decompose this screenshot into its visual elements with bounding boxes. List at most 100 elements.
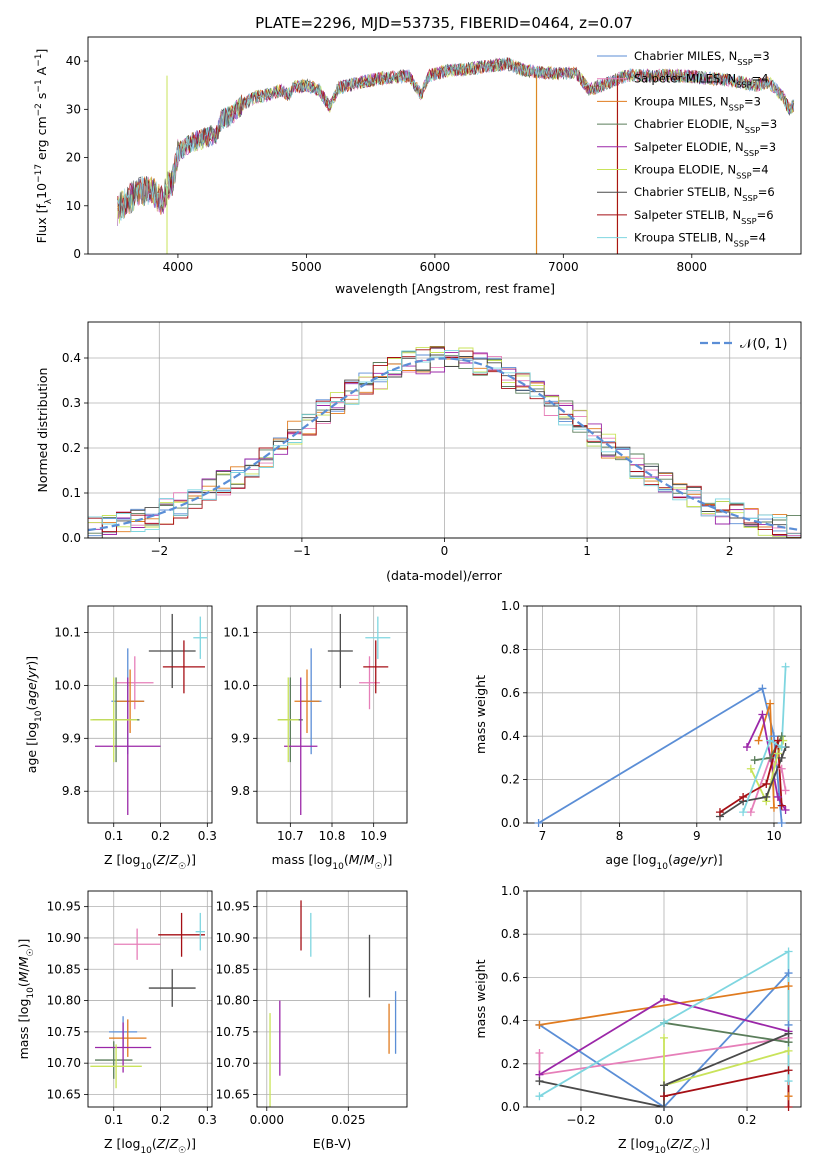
y-tick-label: 10.1 xyxy=(223,625,250,639)
y-tick-label: 0.8 xyxy=(501,642,520,656)
legend-entry: Kroupa ELODIE, NSSP=4 xyxy=(634,163,769,181)
weight-marker xyxy=(777,732,786,741)
y-axis-label: mass [log10(M/M☉)] xyxy=(16,939,36,1060)
y-tick-label: 0.8 xyxy=(501,927,520,941)
weight-marker xyxy=(784,1092,793,1101)
x-tick-label: 0.025 xyxy=(331,1113,365,1127)
panel-spectrum: 4000 5000 6000 7000 8000 0 10 20 30 40 wavelength … xyxy=(34,36,802,296)
weight-marker xyxy=(758,684,767,693)
weight-marker xyxy=(766,736,775,745)
x-tick-label: 0.000 xyxy=(250,1113,284,1127)
y-tick-label: 10.70 xyxy=(216,1056,250,1070)
y-tick-label: 10.70 xyxy=(47,1056,81,1070)
x-axis-label: mass [log10(M/M☉)] xyxy=(272,852,393,872)
x-tick-label: 1 xyxy=(583,544,591,558)
y-tick-label: 0.2 xyxy=(501,1057,520,1071)
panel-mass-weight-vs-age: 7 8 9 10 0.0 0.2 0.4 0.6 0.8 1.0 age [log10(age/yr… xyxy=(473,599,802,872)
y-tick-label: 10.85 xyxy=(47,962,81,976)
y-tick-label: 9.9 xyxy=(231,731,250,745)
weight-marker xyxy=(535,1077,544,1086)
y-axis-label: Flux [fλ10−17 erg cm−2 s−1 A−1] xyxy=(34,49,54,244)
y-tick-label: 30 xyxy=(66,102,81,116)
legend-entry: Chabrier ELODIE, NSSP=3 xyxy=(634,117,777,135)
y-tick-label: 40 xyxy=(66,54,81,68)
weight-marker xyxy=(750,756,759,765)
x-tick-label: 7 xyxy=(539,829,547,843)
weight-marker xyxy=(739,792,748,801)
axes-frame xyxy=(87,36,802,255)
y-tick-label: 0.2 xyxy=(62,441,81,455)
weight-marker xyxy=(762,779,771,788)
panel-age-vs-Z: 0.1 0.2 0.3 9.8 9.9 10.0 10.1 Z [log10(Z/Z☉)] ag… xyxy=(24,605,217,872)
y-tick-label: 10.1 xyxy=(54,625,81,639)
panel-mass-vs-ebv: 0.000 0.025 10.65 10.70 10.75 10.80 10.85 10.90… xyxy=(216,890,408,1151)
y-tick-label: 10.80 xyxy=(47,994,81,1008)
y-tick-label: 10.95 xyxy=(216,900,250,914)
legend-entry: 𝒩(0, 1) xyxy=(740,337,787,352)
weight-marker xyxy=(773,736,782,745)
weight-marker xyxy=(535,1020,544,1029)
weight-marker xyxy=(769,803,778,812)
weight-marker xyxy=(766,699,775,708)
x-tick-label: 0 xyxy=(441,544,449,558)
x-tick-label: 0.2 xyxy=(151,829,170,843)
y-tick-label: 10.90 xyxy=(216,931,250,945)
x-tick-label: 0.2 xyxy=(151,1113,170,1127)
weight-marker xyxy=(660,1103,668,1111)
legend-entry: Kroupa MILES, NSSP=3 xyxy=(634,94,761,112)
weight-marker xyxy=(777,764,786,773)
spectrum-line xyxy=(117,58,795,220)
y-tick-label: 0.3 xyxy=(62,396,81,410)
y-tick-label: 10 xyxy=(66,199,81,213)
plot-area xyxy=(90,912,205,1089)
y-tick-label: 9.9 xyxy=(62,731,81,745)
y-tick-label: 0.0 xyxy=(62,531,81,545)
x-tick-label: 4000 xyxy=(163,260,194,274)
x-tick-label: −2 xyxy=(150,544,168,558)
legend-entry: Kroupa STELIB, NSSP=4 xyxy=(634,231,766,249)
x-tick-label: 0.1 xyxy=(104,829,123,843)
weight-marker xyxy=(784,982,793,991)
weight-line xyxy=(742,666,787,813)
x-tick-label: −0.2 xyxy=(566,1113,595,1127)
x-axis-label: Z [log10(Z/Z☉)] xyxy=(618,1136,710,1156)
x-axis-label: age [log10(age/yr)] xyxy=(605,852,722,872)
x-tick-label: 10.9 xyxy=(360,829,387,843)
y-tick-label: 0.2 xyxy=(501,773,520,787)
x-tick-label: 10.7 xyxy=(277,829,304,843)
weight-marker xyxy=(758,710,767,719)
x-tick-label: 8000 xyxy=(677,260,708,274)
y-tick-label: 10.75 xyxy=(216,1025,250,1039)
x-axis-label: Z [log10(Z/Z☉)] xyxy=(104,1136,196,1156)
weight-marker xyxy=(766,753,775,762)
weight-marker xyxy=(784,1038,793,1047)
plot-area xyxy=(90,613,208,816)
y-tick-label: 0.6 xyxy=(501,686,520,700)
y-axis-label: Normed distribution xyxy=(35,368,50,493)
axes-frame xyxy=(87,321,802,539)
plot-area xyxy=(277,613,391,816)
weight-marker xyxy=(777,801,786,810)
x-axis-label: Z [log10(Z/Z☉)] xyxy=(104,852,196,872)
weight-marker xyxy=(660,1092,668,1101)
y-tick-label: 10.85 xyxy=(216,962,250,976)
histogram-step xyxy=(88,350,801,535)
weight-marker xyxy=(746,808,755,817)
weight-marker xyxy=(781,786,790,795)
x-axis-label: wavelength [Angstrom, rest frame] xyxy=(335,281,555,296)
weight-marker xyxy=(715,808,724,817)
x-axis-label: E(B-V) xyxy=(313,1136,352,1151)
weight-marker xyxy=(784,1046,793,1055)
spectrum-line xyxy=(117,57,795,221)
y-axis-label: age [log10(age/yr)] xyxy=(24,656,44,773)
y-tick-label: 0.4 xyxy=(62,351,81,365)
panel-residuals: −2 −1 0 1 2 0.0 0.1 0.2 0.3 0.4 𝒩(0, 1) (data-model… xyxy=(35,321,802,583)
weight-marker xyxy=(739,808,748,817)
x-tick-label: 0.0 xyxy=(654,1113,673,1127)
panel-mass-weight-vs-Z: −0.2 0.0 0.2 0.0 0.2 0.4 0.6 0.8 1.0 Z [log10(Z/Z… xyxy=(473,884,802,1156)
y-tick-label: 0 xyxy=(73,247,81,261)
weight-marker xyxy=(742,743,751,752)
x-tick-label: 2 xyxy=(726,544,734,558)
weight-marker xyxy=(784,1077,793,1086)
